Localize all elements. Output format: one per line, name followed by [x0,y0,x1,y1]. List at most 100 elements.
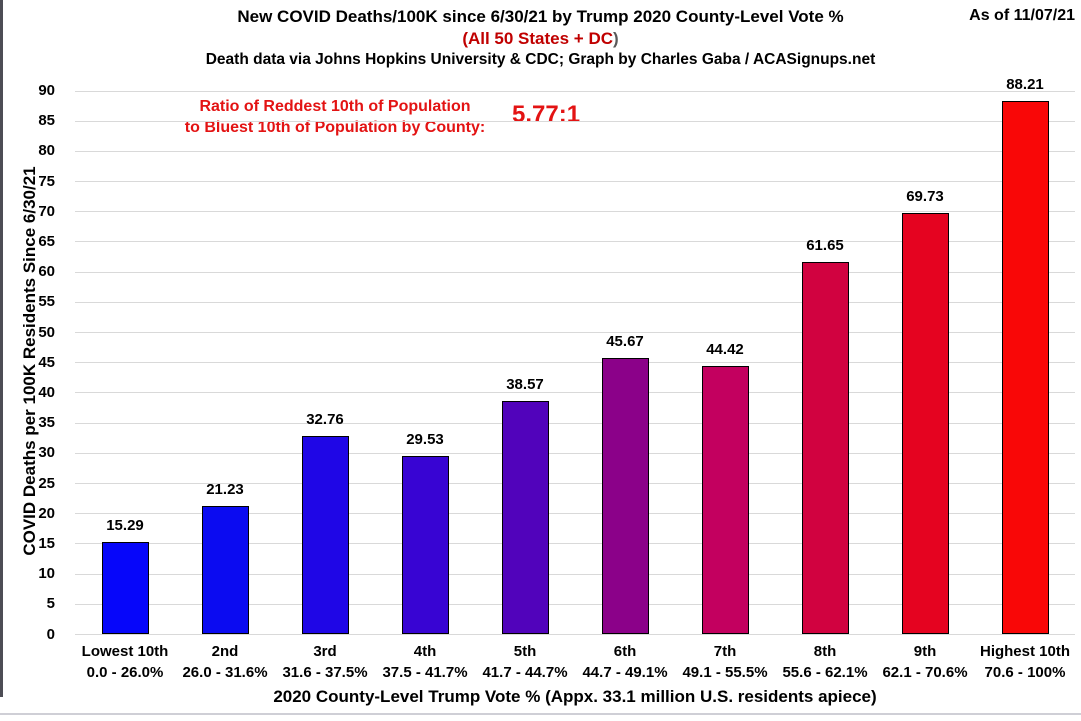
x-category-tier: Lowest 10th [81,643,169,660]
gridline [75,332,1075,334]
x-category-label: Highest 10th 70.6 - 100% [960,641,1081,683]
x-category-label: 5th 41.7 - 44.7% [460,641,590,683]
y-axis-tick-label: 45 [38,353,55,371]
x-category-range: 26.0 - 31.6% [182,664,268,681]
y-axis-tick-label: 65 [38,232,55,250]
x-category-range: 0.0 - 26.0% [86,664,164,681]
bar-value-label: 38.57 [506,376,544,394]
y-axis-tick-label: 80 [38,142,55,160]
y-axis-tick-label: 5 [46,595,55,613]
gridline [75,271,1075,273]
chart-subtitle: (All 50 States + DC) [0,29,1081,49]
bar-value-label: 44.42 [706,340,744,358]
x-category-label: 4th 37.5 - 41.7% [360,641,490,683]
y-axis-tick-label: 20 [38,504,55,522]
gridline [75,603,1075,605]
bar-7 [701,365,749,634]
x-category-tier: 9th [913,643,937,660]
x-category-tier: 6th [613,643,637,660]
x-category-label: 7th 49.1 - 55.5% [660,641,790,683]
x-category-range: 70.6 - 100% [984,664,1066,681]
x-category-range: 44.7 - 49.1% [582,664,668,681]
bar-value-label: 69.73 [906,187,944,205]
gridline [75,150,1075,152]
gridline [75,573,1075,575]
bar-value-label: 15.29 [106,516,144,534]
x-category-tier: 5th [513,643,537,660]
bar-value-label: 61.65 [806,236,844,254]
gridline [75,392,1075,394]
ratio-annotation-line2: to Bluest 10th of Population by County: [184,119,486,136]
y-axis-tick-label: 70 [38,202,55,220]
window-bottom-edge [0,713,1081,715]
gridline [75,90,1075,92]
bar-10 [1001,101,1049,634]
bar-5 [501,401,549,634]
bar-4 [401,455,449,634]
bar-6 [601,358,649,634]
gridline [75,120,1075,122]
subtitle-red-text: (All 50 States + DC [462,29,614,48]
ratio-annotation: Ratio of Reddest 10th of Population to B… [150,96,520,138]
gridline [75,211,1075,213]
x-category-label: 6th 44.7 - 49.1% [560,641,690,683]
bar-value-label: 32.76 [306,411,344,429]
y-axis-tick-label: 0 [46,625,55,643]
x-category-range: 31.6 - 37.5% [282,664,368,681]
y-axis-tick-label: 30 [38,444,55,462]
y-axis-tick-label: 75 [38,172,55,190]
x-category-range: 37.5 - 41.7% [382,664,468,681]
gridline [75,301,1075,303]
y-axis-tick-label: 35 [38,414,55,432]
x-category-label: 2nd 26.0 - 31.6% [160,641,290,683]
as-of-date: As of 11/07/21 [969,7,1075,24]
gridline [75,362,1075,364]
bar-value-label: 29.53 [406,430,444,448]
gridline [75,452,1075,454]
y-axis-tick-label: 60 [38,263,55,281]
gridline [75,422,1075,424]
bar-2 [201,505,249,634]
ratio-value: 5.77:1 [512,101,581,128]
x-category-tier: Highest 10th [979,643,1070,660]
y-axis-tick-label: 85 [38,112,55,130]
x-axis-title: 2020 County-Level Trump Vote % (Appx. 33… [273,687,877,706]
x-category-range: 49.1 - 55.5% [682,664,768,681]
gridline [75,181,1075,183]
bar-9 [901,212,949,634]
data-credit-line: Death data via Johns Hopkins University … [205,51,876,68]
window-left-edge [0,0,3,697]
y-axis-tick-label: 10 [38,565,55,583]
gridline [75,483,1075,485]
bar-value-label: 45.67 [606,333,644,351]
bar-value-label: 88.21 [1006,76,1044,94]
x-category-tier: 7th [713,643,737,660]
chart-title: New COVID Deaths/100K since 6/30/21 by T… [237,7,844,26]
x-category-tier: 8th [813,643,837,660]
bar-1 [101,541,149,634]
x-category-label: 9th 62.1 - 70.6% [860,641,990,683]
gridline [75,241,1075,243]
bar-value-label: 21.23 [206,480,244,498]
x-category-label: 3rd 31.6 - 37.5% [260,641,390,683]
bar-3 [301,436,349,634]
y-axis-tick-label: 90 [38,82,55,99]
gridline [75,634,1075,635]
gridline [75,543,1075,545]
x-category-tier: 2nd [211,643,239,660]
ratio-annotation-line1: Ratio of Reddest 10th of Population [199,98,471,115]
subtitle-close-paren: ) [613,29,619,48]
x-category-range: 55.6 - 62.1% [782,664,868,681]
bar-8 [801,261,849,634]
gridline [75,513,1075,515]
x-category-tier: 3rd [313,643,337,660]
x-category-label: 8th 55.6 - 62.1% [760,641,890,683]
y-axis-tick-label: 15 [38,534,55,552]
x-category-label: Lowest 10th 0.0 - 26.0% [60,641,190,683]
y-axis-tick-label: 50 [38,323,55,341]
x-category-tier: 4th [413,643,437,660]
y-axis-tick-label: 25 [38,474,55,492]
x-category-range: 62.1 - 70.6% [882,664,968,681]
x-category-range: 41.7 - 44.7% [482,664,568,681]
